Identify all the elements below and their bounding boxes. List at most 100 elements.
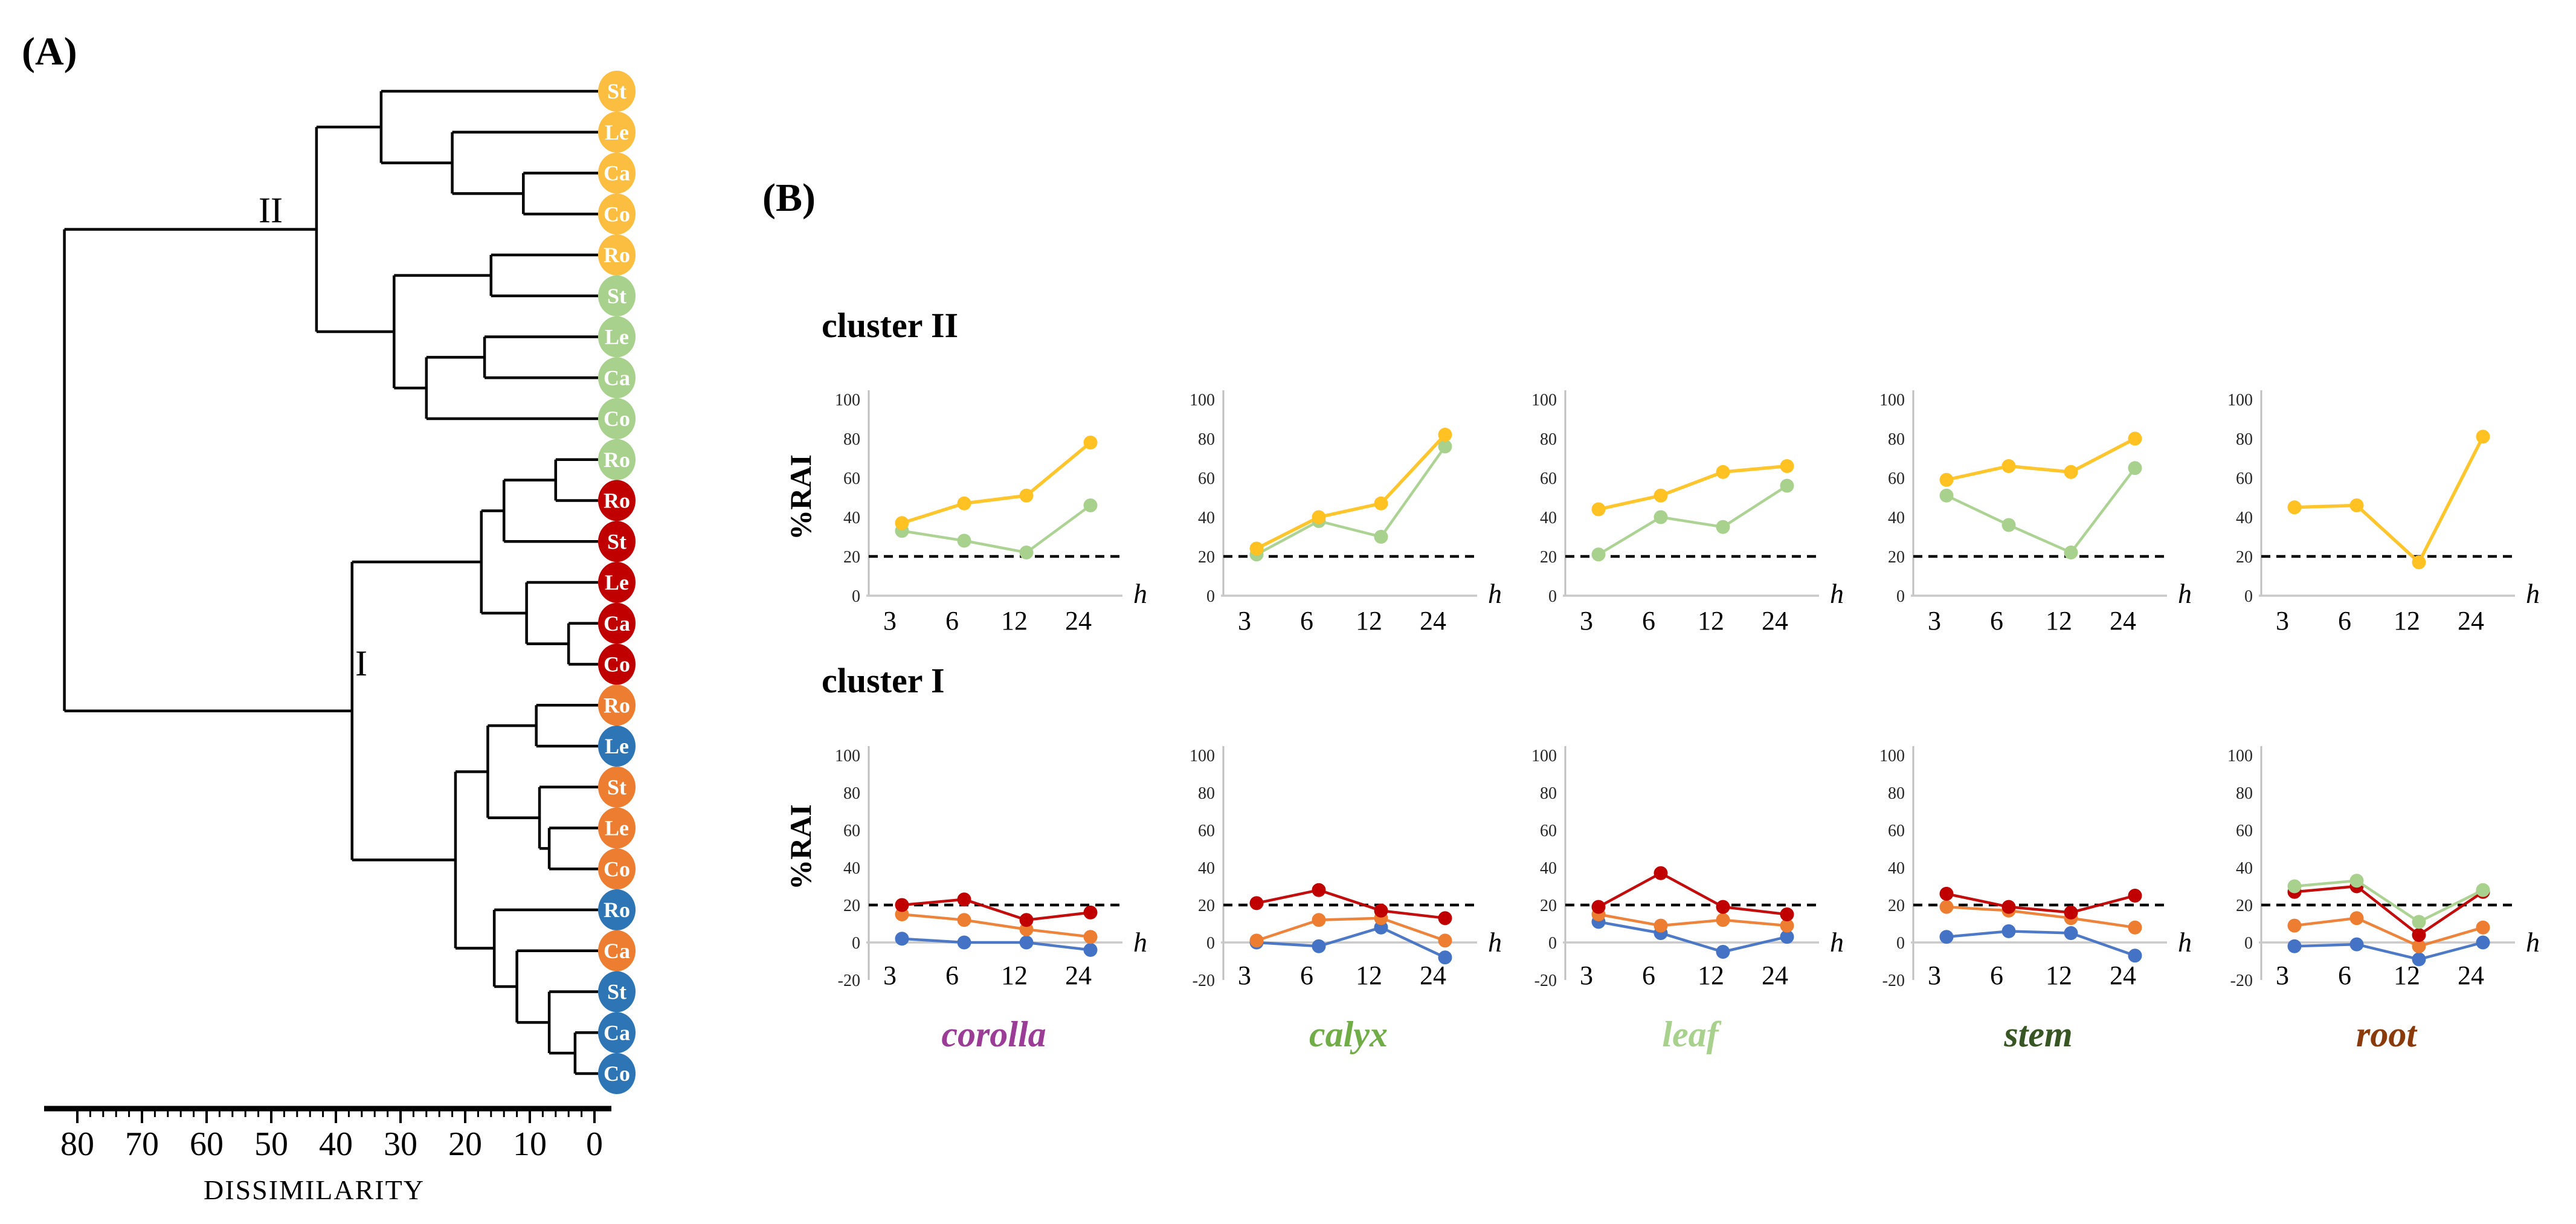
y-tick-label: 60	[843, 822, 860, 840]
tissue-label-stem: stem	[2004, 1014, 2073, 1054]
data-point-yellow	[2476, 430, 2490, 444]
data-point-yellow	[2349, 498, 2364, 512]
dendrogram-leaf-ca-red	[598, 602, 636, 644]
data-point-orange	[1780, 918, 1794, 933]
dendrogram-leaf-ca-orange	[598, 930, 636, 971]
y-tick-label: 60	[1198, 822, 1215, 840]
series-line-green	[1597, 485, 1788, 556]
data-point-blue	[2349, 937, 2364, 952]
y-tick-label: 20	[1888, 897, 1905, 915]
data-point-blue	[2476, 935, 2490, 950]
data-point-yellow	[895, 516, 909, 530]
data-point-orange	[1939, 900, 1954, 914]
data-point-blue	[1019, 935, 1034, 950]
y-tick-label: 100	[1190, 391, 1215, 410]
series-line-blue	[1598, 920, 1788, 953]
y-tick-label: 20	[2236, 548, 2253, 567]
x-tick-label: 6	[945, 606, 959, 636]
data-point-green	[1019, 546, 1034, 559]
data-point-green	[2349, 874, 2364, 888]
data-point-green	[2001, 518, 2016, 532]
data-point-blue	[2412, 952, 2426, 967]
data-point-orange	[2287, 918, 2302, 933]
tissue-label-root: root	[2355, 1014, 2417, 1054]
y-tick-label: 40	[1888, 859, 1905, 878]
y-tick-label: 0	[852, 934, 860, 953]
x-axis-unit-label: h	[1488, 578, 1502, 609]
series-line-orange	[2294, 916, 2484, 948]
x-tick-label: 6	[1300, 961, 1313, 990]
axis-title: DISSIMILARITY	[204, 1174, 425, 1205]
data-point-blue	[1780, 930, 1794, 944]
x-axis-unit-label: h	[2178, 578, 2192, 609]
data-point-green	[1438, 439, 1452, 454]
y-tick-label: 80	[843, 430, 860, 449]
data-point-orange	[2476, 920, 2490, 935]
x-tick-label: 12	[2394, 961, 2420, 990]
series-line-yellow	[1946, 437, 2136, 482]
data-point-green	[2064, 546, 2078, 559]
x-tick-label: 24	[1065, 606, 1092, 636]
dendrogram-leaf-ca-blue	[598, 1012, 636, 1054]
dendrogram-leaf-st-blue	[598, 971, 636, 1013]
row-heading-cluster-i: cluster I	[822, 661, 945, 700]
series-line-yellow	[1255, 433, 1447, 550]
y-tick-label: 80	[843, 784, 860, 803]
data-point-green	[2287, 879, 2302, 894]
data-point-blue	[2128, 949, 2142, 963]
x-tick-label: 6	[1990, 606, 2003, 636]
y-tick-label: 100	[1531, 391, 1557, 410]
x-axis-unit-label: h	[2526, 927, 2540, 958]
y-tick-label: 60	[1540, 822, 1557, 840]
data-point-red	[1374, 903, 1388, 918]
dendrogram-leaf-ro-red	[598, 480, 636, 521]
dendrogram-leaf-label: Le	[605, 734, 629, 758]
series-line-green	[2294, 879, 2484, 924]
series-line-green	[1946, 467, 2136, 555]
x-tick-label: 24	[2110, 606, 2136, 636]
data-point-green	[2412, 915, 2426, 929]
y-tick-label: -20	[1882, 971, 1905, 990]
axis-tick-label: 30	[384, 1126, 417, 1163]
series-line-blue	[1946, 930, 2136, 957]
dendrogram-leaf-st-yellow	[598, 71, 636, 112]
y-tick-label: 40	[843, 509, 860, 527]
dendrogram-leaf-label: Co	[604, 407, 630, 431]
y-tick-label: 20	[1198, 897, 1215, 915]
dendrogram-leaf-label: Ro	[604, 693, 630, 717]
data-point-yellow	[2128, 431, 2142, 446]
data-point-yellow	[1716, 465, 1730, 479]
data-point-red	[2064, 905, 2078, 920]
dendrogram-leaf-label: Co	[604, 652, 630, 677]
panel-a-label: (A)	[22, 30, 77, 74]
y-tick-label: 60	[1888, 469, 1905, 488]
data-point-blue	[1438, 950, 1452, 965]
x-tick-label: 12	[1001, 961, 1028, 990]
dendrogram-leaf-st-red	[598, 521, 636, 562]
x-tick-label: 3	[2276, 606, 2289, 636]
y-tick-label: 80	[1540, 784, 1557, 803]
data-point-yellow	[1312, 510, 1326, 524]
y-tick-label: 60	[1540, 469, 1557, 488]
x-tick-label: 12	[1356, 961, 1382, 990]
axis-tick-label: 10	[513, 1126, 547, 1163]
y-tick-label: 80	[1888, 784, 1905, 803]
data-point-blue	[957, 935, 971, 950]
dendrogram-leaf-co-green	[598, 398, 636, 439]
x-tick-label: 3	[1928, 606, 1941, 636]
dendrogram-leaf-le-orange	[598, 807, 636, 849]
data-point-red	[1312, 883, 1326, 897]
x-tick-label: 12	[2046, 961, 2072, 990]
data-point-blue	[2064, 926, 2078, 940]
x-axis-unit-label: h	[2178, 927, 2192, 958]
data-point-yellow	[1939, 472, 1954, 487]
rai-chart-cluster-ii-leaf: 0 20 40 60 80 100 3 6 12 24 h	[1531, 390, 1844, 636]
dendrogram-leaf-label: Ca	[604, 1020, 630, 1045]
tissue-label-leaf: leaf	[1662, 1014, 1719, 1054]
y-tick-label: 0	[1206, 587, 1215, 606]
tissue-label-corolla: corolla	[941, 1014, 1046, 1054]
rai-chart-cluster-ii-stem: 0 20 40 60 80 100 3 6 12 24 h	[1879, 390, 2192, 636]
y-tick-label: 60	[2236, 469, 2253, 488]
